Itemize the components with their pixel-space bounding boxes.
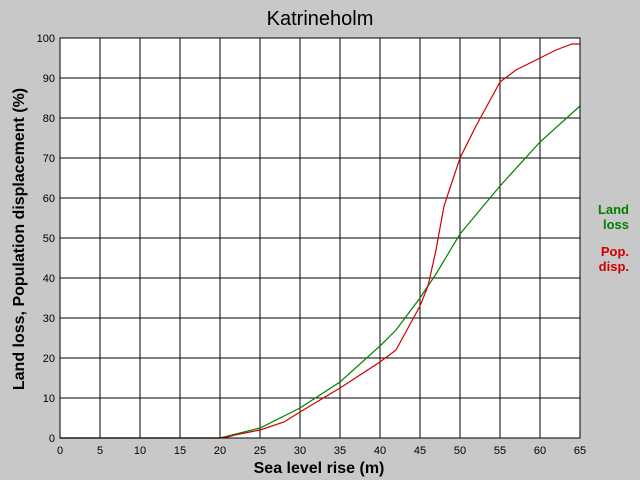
y-tick-label: 60 — [43, 193, 55, 205]
x-axis-ticks: 0 5 10 15 20 25 30 35 40 45 50 55 60 65 — [57, 445, 586, 457]
x-tick-label: 25 — [254, 445, 266, 457]
x-axis-label: Sea level rise (m) — [254, 460, 385, 477]
legend-entry-text: disp. — [599, 259, 629, 274]
y-tick-label: 30 — [43, 313, 55, 325]
y-tick-label: 50 — [43, 233, 55, 245]
x-tick-label: 55 — [494, 445, 506, 457]
series-line-land-loss — [60, 105, 581, 439]
x-tick-label: 50 — [454, 445, 466, 457]
y-axis-label: Land loss, Population displacement (%) — [11, 88, 28, 390]
plot-border — [59, 37, 581, 439]
y-tick-label: 20 — [43, 353, 55, 365]
y-tick-label: 90 — [43, 73, 55, 85]
series-line-pop-disp — [60, 43, 580, 439]
x-tick-label: 10 — [134, 445, 146, 457]
legend-entry-text: loss — [603, 217, 629, 232]
y-tick-label: 0 — [49, 433, 55, 445]
x-tick-label: 0 — [57, 445, 63, 457]
y-tick-label: 80 — [43, 113, 55, 125]
y-tick-label: 40 — [43, 273, 55, 285]
x-tick-label: 5 — [97, 445, 103, 457]
series-lines — [60, 43, 581, 439]
x-tick-label: 45 — [414, 445, 426, 457]
y-tick-label: 100 — [37, 33, 55, 45]
y-axis-ticks: 0 10 20 30 40 50 60 70 80 90 100 — [37, 33, 55, 445]
x-tick-label: 20 — [214, 445, 226, 457]
x-tick-label: 35 — [334, 445, 346, 457]
x-tick-label: 15 — [174, 445, 186, 457]
x-tick-label: 40 — [374, 445, 386, 457]
chart-title: Katrineholm — [267, 8, 374, 30]
x-tick-label: 30 — [294, 445, 306, 457]
x-tick-label: 60 — [534, 445, 546, 457]
y-tick-label: 10 — [43, 393, 55, 405]
legend-entry-text: Pop. — [601, 244, 629, 259]
legend-entry-text: Land — [598, 202, 629, 217]
y-tick-label: 70 — [43, 153, 55, 165]
x-tick-label: 65 — [574, 445, 586, 457]
